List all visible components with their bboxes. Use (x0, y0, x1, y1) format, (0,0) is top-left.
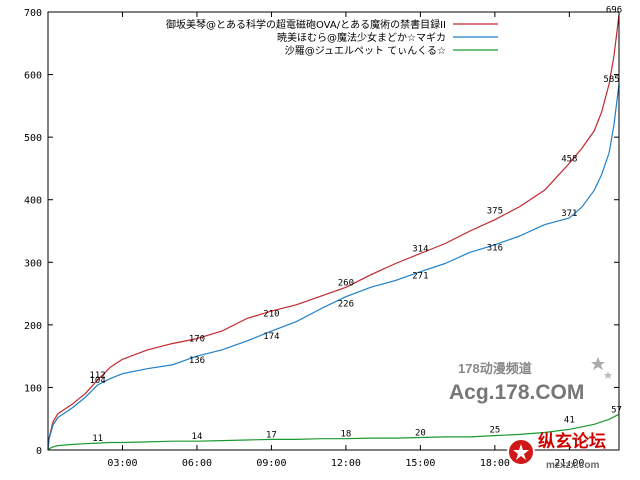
star-icon (591, 357, 605, 370)
data-label: 316 (487, 243, 503, 253)
data-labels: 112 170 210 260 314 375 458 585 696 104 136 174 226 2… (90, 6, 623, 445)
y-tick-label: 600 (24, 71, 42, 82)
watermark-forum-url: mzxzx.com (546, 460, 599, 471)
data-label: 25 (489, 425, 500, 435)
data-label: 458 (561, 154, 577, 164)
x-tick-label: 12:00 (331, 458, 361, 469)
x-tick-label: 15:00 (405, 458, 435, 469)
watermark: 178动漫频道 Acg.178.COM 纵玄论坛 mzxzx.com (449, 357, 612, 471)
watermark-forum: 纵玄论坛 (538, 431, 606, 451)
legend: 御坂美琴@とある科学の超電磁砲OVA/とある魔術の禁書目録II暁美ほむら@魔法少… (166, 18, 498, 57)
data-label: 18 (340, 430, 351, 440)
legend-label: 御坂美琴@とある科学の超電磁砲OVA/とある魔術の禁書目録II (166, 18, 446, 31)
x-tick-label: 18:00 (480, 458, 510, 469)
watermark-channel: 178动漫频道 (458, 361, 532, 376)
x-tick-label: 06:00 (182, 458, 212, 469)
y-tick-label: 0 (36, 446, 42, 457)
data-label: 104 (90, 376, 106, 386)
series-line-1 (47, 83, 620, 449)
data-label: 17 (266, 430, 277, 440)
data-label: 174 (263, 332, 279, 342)
plot-area (48, 12, 619, 450)
legend-label: 暁美ほむら@魔法少女まどか☆マギカ (277, 31, 446, 44)
data-label: 696 (606, 6, 622, 16)
y-tick-label: 100 (24, 383, 42, 394)
series-line-2 (47, 413, 620, 451)
x-tick-label: 03:00 (107, 458, 137, 469)
data-label: 20 (415, 428, 426, 438)
y-tick-label: 700 (24, 8, 42, 19)
series-line-0 (47, 14, 620, 449)
data-label: 260 (338, 278, 354, 288)
data-label: 585 (603, 75, 619, 85)
watermark-site: Acg.178.COM (449, 381, 584, 404)
star-icon (604, 371, 612, 379)
data-label: 136 (189, 356, 205, 366)
axis-layer: 0 100 200 300 400 500 600 700 03:00 06:00 09:00 12:… (24, 8, 620, 469)
data-label: 14 (192, 432, 203, 442)
data-label: 210 (263, 310, 279, 320)
data-label: 112 (90, 371, 106, 381)
x-tick-label: 09:00 (256, 458, 286, 469)
data-label: 226 (338, 300, 354, 310)
y-tick-label: 400 (24, 196, 42, 207)
y-tick-label: 300 (24, 258, 42, 269)
x-tick-label: 21:00 (554, 458, 584, 469)
y-tick-label: 200 (24, 321, 42, 332)
data-label: 375 (487, 206, 503, 216)
data-label: 57 (611, 405, 622, 415)
legend-label: 沙羅@ジュエルペット てぃんくる☆ (285, 45, 446, 57)
data-label: 170 (189, 335, 205, 345)
data-label: 41 (564, 415, 575, 425)
series-layer (47, 14, 620, 451)
data-label: 271 (412, 271, 428, 281)
y-tick-label: 500 (24, 133, 42, 144)
data-label: 314 (412, 245, 428, 255)
star-icon (513, 444, 529, 460)
data-label: 371 (561, 209, 577, 219)
data-label: 11 (92, 434, 103, 444)
plot-border (47, 11, 620, 451)
